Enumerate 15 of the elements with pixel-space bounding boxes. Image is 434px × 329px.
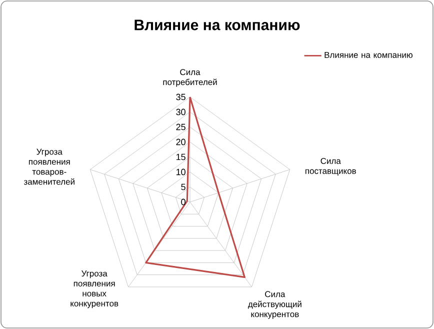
spoke-label: Сила поставщиков xyxy=(306,158,356,176)
y-tick-label: 30 xyxy=(176,108,186,116)
spoke-label: Сила потребителей xyxy=(163,69,217,87)
y-tick-label: 20 xyxy=(176,138,186,146)
spoke-label: Угроза появления новых конкурентов xyxy=(70,270,118,308)
chart-title: Влияние на компанию xyxy=(134,20,300,30)
spoke-label: Угроза появления товаров-заменителей xyxy=(24,148,74,185)
y-tick-label: 10 xyxy=(176,168,186,176)
y-tick-label: 15 xyxy=(176,154,186,160)
y-tick-label: 0 xyxy=(181,198,186,206)
legend-label: Влияние на компанию xyxy=(324,52,412,58)
y-tick-label: 5 xyxy=(181,184,186,190)
spoke-label: Сила действующий конкурентов xyxy=(248,291,302,319)
y-tick-label: 25 xyxy=(176,124,186,130)
y-tick-label: 35 xyxy=(176,94,186,100)
